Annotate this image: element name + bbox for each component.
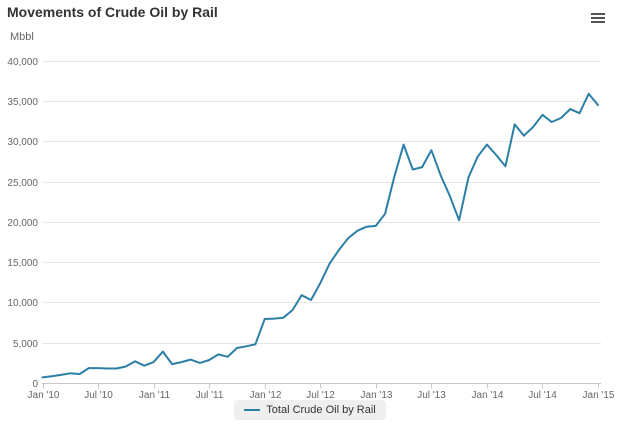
- y-axis-title: Mbbl: [10, 31, 34, 43]
- y-tick-label: 10,000: [7, 298, 38, 309]
- x-tick-label: Jan '10: [28, 390, 60, 401]
- y-tick-label: 40,000: [7, 57, 38, 68]
- y-tick-label: 15,000: [7, 258, 38, 269]
- chart-title: Movements of Crude Oil by Rail: [7, 4, 218, 20]
- hamburger-icon: [591, 13, 605, 25]
- x-tick-label: Jul '12: [306, 390, 335, 401]
- x-tick-label: Jan '15: [583, 390, 615, 401]
- x-tick-label: Jul '13: [417, 390, 446, 401]
- y-tick-label: 35,000: [7, 97, 38, 108]
- legend-item-total-crude-oil-by-rail[interactable]: Total Crude Oil by Rail: [234, 400, 386, 420]
- x-tick-label: Jan '13: [361, 390, 393, 401]
- y-tick-label: 5,000: [13, 339, 38, 350]
- x-tick-label: Jul '11: [196, 390, 224, 401]
- y-tick-label: 0: [32, 379, 38, 390]
- legend: Total Crude Oil by Rail: [0, 400, 620, 420]
- legend-line-swatch: [244, 409, 261, 411]
- x-tick-label: Jul '14: [528, 390, 557, 401]
- x-tick-label: Jan '12: [250, 390, 282, 401]
- x-tick-label: Jul '10: [84, 390, 113, 401]
- legend-label: Total Crude Oil by Rail: [266, 404, 376, 416]
- x-tick-label: Jan '14: [472, 390, 504, 401]
- y-tick-label: 25,000: [7, 178, 38, 189]
- export-menu-button[interactable]: [587, 10, 609, 28]
- y-tick-label: 30,000: [7, 137, 38, 148]
- x-tick-label: Jan '11: [139, 390, 171, 401]
- y-tick-label: 20,000: [7, 218, 38, 229]
- series-line-total-crude-oil-by-rail[interactable]: [41, 92, 599, 379]
